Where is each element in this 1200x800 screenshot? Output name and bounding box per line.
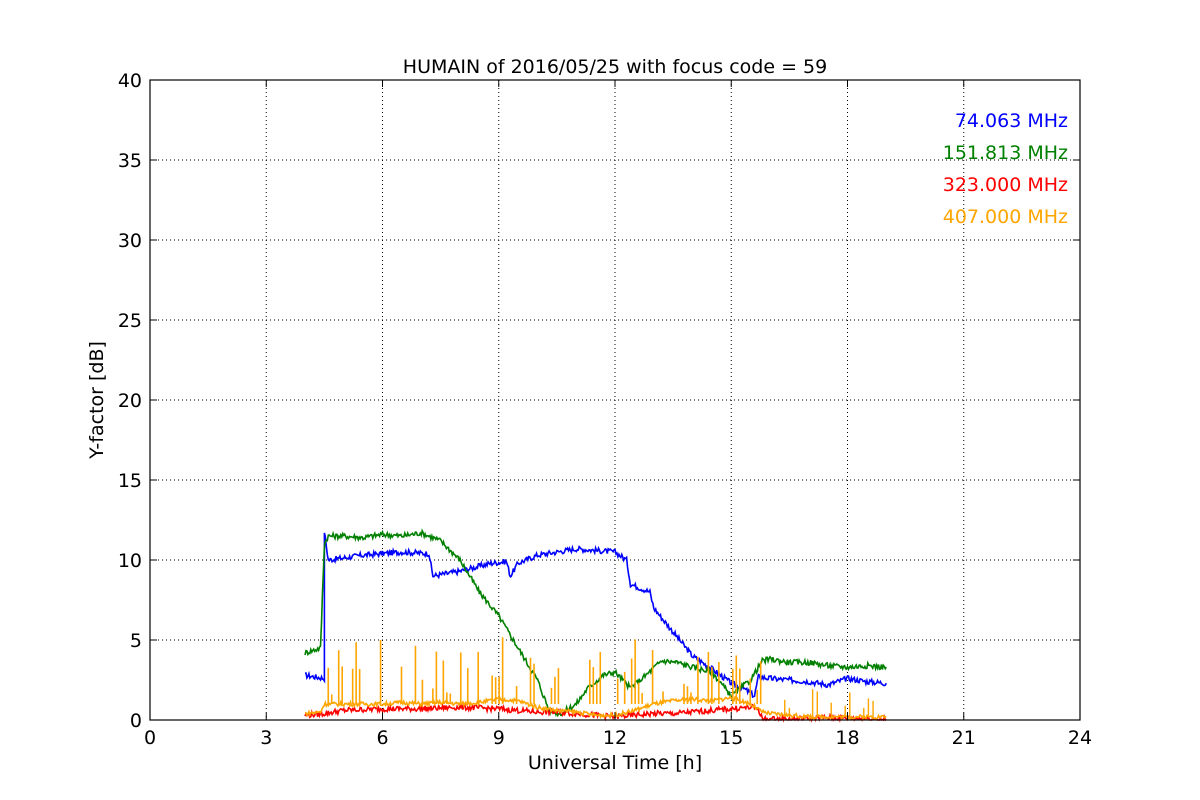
chart-title: HUMAIN of 2016/05/25 with focus code = 5… (403, 56, 827, 78)
y-tick-label: 35 (118, 150, 142, 172)
legend-entry: 74.063 MHz (955, 110, 1068, 132)
x-tick-label: 9 (493, 727, 505, 749)
y-tick-label: 30 (118, 230, 142, 252)
legend-entry: 407.000 MHz (943, 206, 1068, 228)
y-tick-label: 0 (130, 710, 142, 732)
x-tick-label: 21 (952, 727, 976, 749)
series-line-1 (305, 532, 888, 699)
legend-entry: 323.000 MHz (943, 174, 1068, 196)
y-tick-label: 15 (118, 470, 142, 492)
x-tick-label: 0 (144, 727, 156, 749)
x-tick-label: 6 (376, 727, 388, 749)
y-tick-label: 40 (118, 70, 142, 92)
x-tick-label: 24 (1068, 727, 1092, 749)
x-tick-label: 15 (719, 727, 743, 749)
y-tick-label: 20 (118, 390, 142, 412)
series-line-2 (304, 528, 887, 718)
x-tick-label: 12 (603, 727, 627, 749)
legend: 74.063 MHz 151.813 MHz 323.000 MHz 407.000 … (943, 110, 1068, 228)
x-tick-label: 3 (260, 727, 272, 749)
x-axis-label: Universal Time [h] (528, 752, 702, 774)
y-axis-label: Y-factor [dB] (86, 341, 108, 460)
legend-entry: 151.813 MHz (943, 142, 1068, 164)
y-tick-label: 5 (130, 630, 142, 652)
plot-area: 0 3 6 9 12 15 18 21 24 0 5 10 15 20 25 30 35 40 (118, 70, 1092, 749)
x-tick-label: 18 (835, 727, 859, 749)
series-line-3 (304, 702, 887, 723)
y-tick-label: 25 (118, 310, 142, 332)
y-tick-label: 10 (118, 550, 142, 572)
